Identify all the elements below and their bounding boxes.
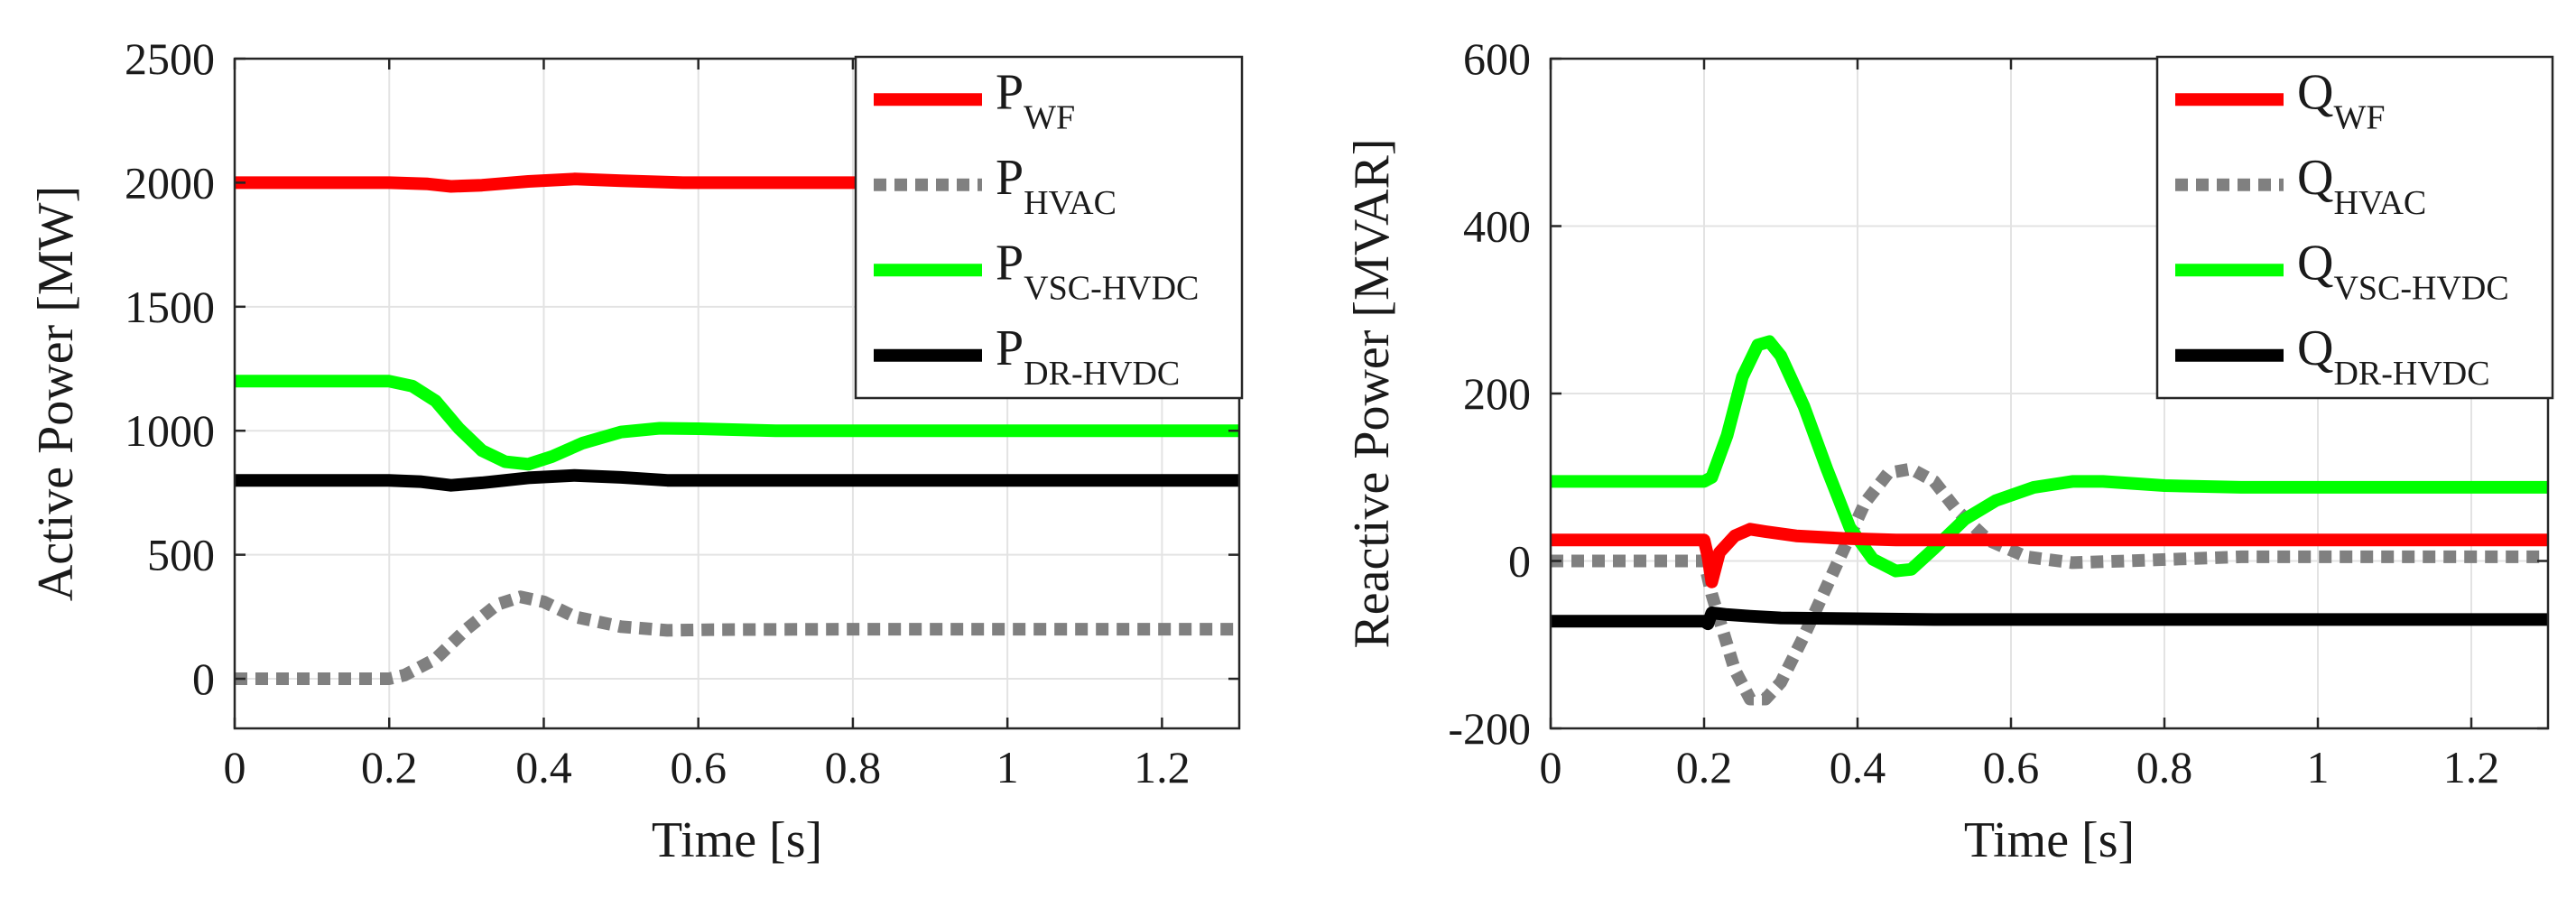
legend-label-p_vsc-hvdc: PVSC-HVDC [996, 235, 1199, 307]
x-tick-label: 0.2 [361, 742, 418, 792]
legend-symbol: P [996, 320, 1024, 376]
y-tick-label: 400 [1463, 201, 1531, 252]
legend-label-q_dr-hvdc: QDR-HVDC [2297, 320, 2490, 393]
series-line-q_dr-hvdc [1551, 607, 2548, 631]
x-tick-label: 0.6 [1983, 742, 2040, 792]
x-tick-label: 0.4 [1830, 742, 1886, 792]
series-line-q_vsc-hvdc [1551, 335, 2548, 578]
legend-label-p_hvac: PHVAC [996, 150, 1117, 222]
y-axis-label: Reactive Power [MVAR] [1344, 138, 1400, 648]
series-line-q_wf [1551, 523, 2548, 588]
series-line-p_vsc-hvdc [235, 375, 1239, 471]
x-tick-label: 1.2 [2443, 742, 2500, 792]
legend-label-p_wf: PWF [996, 64, 1075, 136]
x-tick-label: 0.2 [1676, 742, 1733, 792]
legend-subscript: DR-HVDC [1024, 355, 1180, 393]
legend-label-q_vsc-hvdc: QVSC-HVDC [2297, 235, 2509, 307]
legend-symbol: P [996, 64, 1024, 120]
legend-symbol: Q [2297, 320, 2333, 376]
legend-symbol: Q [2297, 235, 2333, 291]
y-tick-label: 600 [1463, 33, 1531, 84]
series-line-p_dr-hvdc [235, 468, 1239, 492]
x-tick-label: 0.6 [670, 742, 727, 792]
legend-symbol: Q [2297, 64, 2333, 120]
x-tick-label: 0 [1540, 742, 1562, 792]
x-tick-label: 0.8 [2136, 742, 2193, 792]
legend-subscript: VSC-HVDC [1024, 269, 1199, 307]
x-tick-label: 1.2 [1134, 742, 1191, 792]
series-group [1551, 335, 2548, 706]
y-tick-label: 500 [147, 530, 215, 580]
legend-symbol: Q [2297, 150, 2333, 206]
x-tick-label: 0.4 [515, 742, 572, 792]
legend-subscript: DR-HVDC [2333, 355, 2489, 393]
series-line-p_hvac [235, 590, 1239, 685]
y-tick-label: 200 [1463, 368, 1531, 419]
series-line-q_hvac [1551, 462, 2548, 706]
x-tick-label: 0 [224, 742, 246, 792]
y-tick-label: 2500 [125, 33, 215, 84]
x-axis-label: Time [s] [1964, 812, 2135, 868]
y-tick-label: 0 [1508, 536, 1531, 587]
legend-symbol: P [996, 235, 1024, 291]
y-tick-label: 0 [192, 653, 215, 704]
y-tick-label: 1000 [125, 405, 215, 456]
legend-subscript: HVAC [2333, 184, 2426, 222]
legend-label-q_hvac: QHVAC [2297, 150, 2426, 222]
legend-box [854, 55, 1244, 400]
chart-1: 0 0.2 0.4 0.6 0.8 1 1.2 0 500 1000 1500 2000 2500 Tim… [28, 33, 1244, 868]
x-axis-label: Time [s] [652, 812, 822, 868]
y-axis-label: Active Power [MW] [28, 186, 84, 601]
legend-subscript: WF [2333, 98, 2385, 136]
legend-label-q_wf: QWF [2297, 64, 2385, 136]
x-tick-label: 1 [996, 742, 1019, 792]
y-tick-label: 2000 [125, 157, 215, 208]
legend-subscript: WF [1024, 98, 1075, 136]
x-tick-label: 1 [2307, 742, 2330, 792]
legend-symbol: P [996, 150, 1024, 206]
legend-subscript: HVAC [1024, 184, 1117, 222]
legend-subscript: VSC-HVDC [2333, 269, 2508, 307]
legend-box [2155, 55, 2554, 400]
y-tick-label: 1500 [125, 282, 215, 332]
y-tick-label: -200 [1448, 703, 1531, 754]
x-tick-label: 0.8 [825, 742, 882, 792]
legend-label-p_dr-hvdc: PDR-HVDC [996, 320, 1180, 393]
